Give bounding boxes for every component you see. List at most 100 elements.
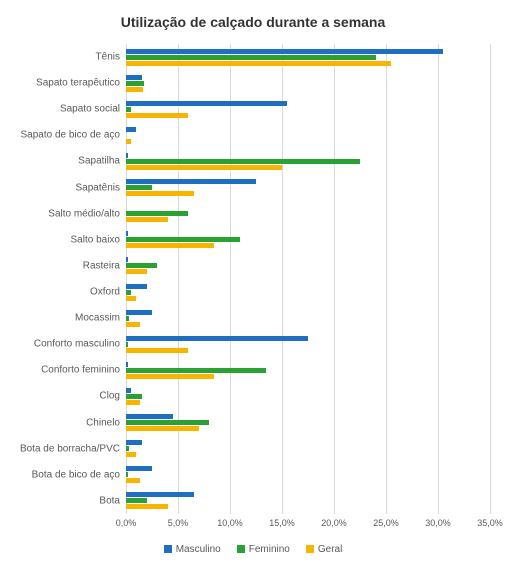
category-label: Sapatênis <box>4 182 126 193</box>
category-row: Conforto feminino <box>126 357 490 383</box>
bar-geral <box>126 269 147 274</box>
category-row: Bota de bico de aço <box>126 462 490 488</box>
legend-label: Masculino <box>176 544 221 555</box>
category-row: Rasteira <box>126 253 490 279</box>
bar-geral <box>126 139 131 144</box>
bar-geral <box>126 374 214 379</box>
bar-feminino <box>126 368 266 373</box>
x-tick-label: 5,0% <box>168 518 189 528</box>
bar-feminino <box>126 342 128 347</box>
bar-geral <box>126 61 391 66</box>
category-label: Bota <box>4 495 126 506</box>
category-row: Bota <box>126 488 490 514</box>
category-label: Tênis <box>4 52 126 63</box>
category-row: Sapato terapêutico <box>126 70 490 96</box>
bar-feminino <box>126 498 147 503</box>
bar-masculino <box>126 440 142 445</box>
category-row: Bota de borracha/PVC <box>126 436 490 462</box>
bar-feminino <box>126 394 142 399</box>
x-tick-label: 15,0% <box>269 518 295 528</box>
bar-feminino <box>126 107 131 112</box>
bar-geral <box>126 400 140 405</box>
bar-feminino <box>126 237 240 242</box>
bar-masculino <box>126 101 287 106</box>
category-row: Salto baixo <box>126 227 490 253</box>
bar-masculino <box>126 127 136 132</box>
x-tick-label: 0,0% <box>116 518 137 528</box>
category-label: Sapato de bico de aço <box>4 130 126 141</box>
bar-masculino <box>126 49 443 54</box>
grid-line <box>490 44 491 514</box>
legend-item: Feminino <box>237 544 290 555</box>
bar-masculino <box>126 257 128 262</box>
bar-masculino <box>126 336 308 341</box>
category-label: Rasteira <box>4 260 126 271</box>
bar-feminino <box>126 263 157 268</box>
legend-item: Masculino <box>164 544 221 555</box>
bar-feminino <box>126 290 131 295</box>
x-tick-label: 35,0% <box>477 518 503 528</box>
bar-masculino <box>126 75 142 80</box>
bar-masculino <box>126 310 152 315</box>
bar-masculino <box>126 414 173 419</box>
bar-masculino <box>126 362 128 367</box>
category-label: Chinelo <box>4 417 126 428</box>
bar-masculino <box>126 179 256 184</box>
plot-area: TênisSapato terapêuticoSapato socialSapa… <box>126 44 490 514</box>
x-tick-label: 30,0% <box>425 518 451 528</box>
bar-geral <box>126 322 140 327</box>
bar-geral <box>126 113 188 118</box>
bar-geral <box>126 452 136 457</box>
category-label: Conforto feminino <box>4 365 126 376</box>
legend-swatch <box>237 545 245 553</box>
legend-label: Geral <box>318 544 342 555</box>
category-label: Oxford <box>4 287 126 298</box>
bar-masculino <box>126 388 131 393</box>
bar-geral <box>126 191 194 196</box>
category-label: Bota de borracha/PVC <box>4 443 126 454</box>
bar-feminino <box>126 446 129 451</box>
category-label: Bota de bico de aço <box>4 469 126 480</box>
category-row: Clog <box>126 383 490 409</box>
bar-geral <box>126 87 143 92</box>
category-row: Conforto masculino <box>126 331 490 357</box>
bar-geral <box>126 348 188 353</box>
category-row: Sapatênis <box>126 175 490 201</box>
bar-masculino <box>126 466 152 471</box>
bar-geral <box>126 243 214 248</box>
category-label: Sapato terapêutico <box>4 78 126 89</box>
bar-geral <box>126 426 199 431</box>
category-label: Salto baixo <box>4 234 126 245</box>
bar-feminino <box>126 211 188 216</box>
x-axis: 0,0%5,0%10,0%15,0%20,0%25,0%30,0%35,0% <box>126 514 490 534</box>
bar-feminino <box>126 159 360 164</box>
bar-masculino <box>126 492 194 497</box>
category-label: Conforto masculino <box>4 339 126 350</box>
bar-masculino <box>126 231 128 236</box>
category-row: Sapato social <box>126 96 490 122</box>
category-row: Sapato de bico de aço <box>126 122 490 148</box>
x-tick-label: 25,0% <box>373 518 399 528</box>
category-label: Salto médio/alto <box>4 208 126 219</box>
bar-feminino <box>126 316 129 321</box>
bar-masculino <box>126 153 128 158</box>
bar-feminino <box>126 81 144 86</box>
legend-label: Feminino <box>249 544 290 555</box>
legend-item: Geral <box>306 544 342 555</box>
bar-feminino <box>126 185 152 190</box>
category-label: Clog <box>4 391 126 402</box>
category-row: Chinelo <box>126 410 490 436</box>
bar-geral <box>126 217 168 222</box>
category-label: Sapato social <box>4 104 126 115</box>
chart-title: Utilização de calçado durante a semana <box>6 14 500 30</box>
legend-swatch <box>164 545 172 553</box>
bar-geral <box>126 296 136 301</box>
chart-container: Utilização de calçado durante a semana T… <box>0 0 514 581</box>
x-tick-label: 20,0% <box>321 518 347 528</box>
category-row: Oxford <box>126 279 490 305</box>
bar-masculino <box>126 284 147 289</box>
category-row: Tênis <box>126 44 490 70</box>
bar-feminino <box>126 55 376 60</box>
legend-swatch <box>306 545 314 553</box>
bar-feminino <box>126 472 128 477</box>
